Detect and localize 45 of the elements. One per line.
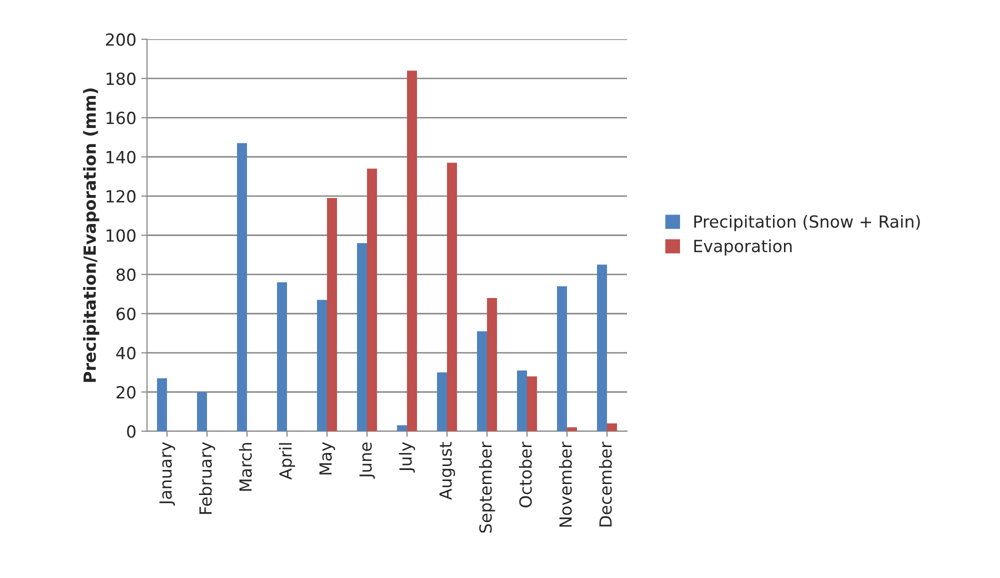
x-tick-label: April (278, 443, 296, 480)
y-tick-label: 200 (106, 33, 136, 46)
x-tick-label: December (598, 442, 612, 526)
y-tick-label: 100 (106, 229, 136, 242)
x-tick-label: June (359, 442, 375, 479)
bar (357, 243, 367, 432)
bar (437, 372, 447, 432)
bar (517, 370, 527, 432)
bar (557, 286, 567, 432)
x-tick-label: July (398, 442, 416, 472)
bar (447, 162, 457, 432)
y-axis-title: Precipitation/Evaporation (mm) (83, 88, 100, 382)
legend-label: Evaporation (694, 239, 792, 256)
y-tick-label: 160 (106, 112, 136, 124)
x-tick-label: May (319, 442, 336, 474)
y-tick-label: 180 (106, 72, 136, 86)
bar (197, 392, 207, 432)
x-tick-label: September (478, 442, 496, 533)
y-tick-label: 140 (106, 150, 136, 164)
bar (327, 198, 337, 432)
bar (527, 376, 537, 432)
x-tick-label: March (238, 443, 252, 491)
bar (277, 282, 287, 432)
x-tick-label: January (159, 442, 176, 506)
bar (317, 300, 327, 432)
bar (407, 70, 417, 432)
y-tick-label: 40 (116, 346, 136, 360)
bar (397, 425, 407, 432)
y-tick-label: 80 (116, 268, 136, 282)
legend-label: Precipitation (Snow + Rain) (694, 214, 920, 232)
bar (157, 378, 167, 432)
x-tick-label: August (439, 442, 456, 500)
bar (607, 423, 617, 432)
bar (597, 264, 607, 432)
bar (477, 331, 487, 432)
y-tick-label: 120 (106, 190, 136, 203)
y-tick-label: 0 (127, 425, 136, 438)
bar (367, 168, 377, 432)
bar (237, 143, 247, 432)
x-tick-label: November (558, 442, 572, 527)
x-tick-label: October (518, 442, 532, 508)
y-tick-label: 20 (116, 386, 136, 399)
bar (487, 298, 497, 432)
y-tick-label: 60 (116, 308, 136, 320)
x-tick-label: February (198, 442, 216, 514)
